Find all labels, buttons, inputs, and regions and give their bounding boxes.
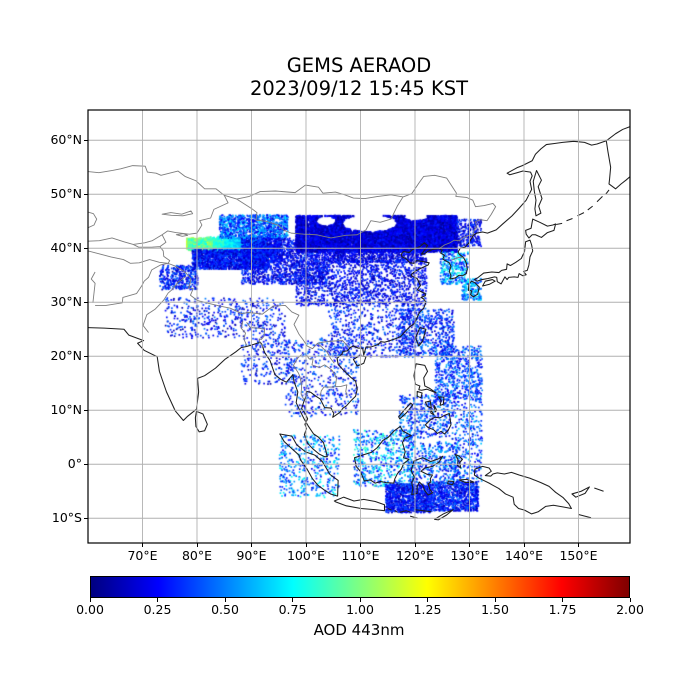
x-tick-mark <box>578 543 579 547</box>
x-tick-label: 130°E <box>450 548 489 563</box>
colorbar-tick-mark <box>292 598 293 602</box>
x-tick-label: 70°E <box>127 548 158 563</box>
colorbar-tick-label: 2.00 <box>616 602 644 617</box>
x-tick-mark <box>523 543 525 547</box>
colorbar-gradient <box>91 577 629 597</box>
x-tick-label: 150°E <box>559 548 598 563</box>
colorbar-tick-mark <box>359 598 361 602</box>
x-tick-label: 80°E <box>181 548 213 563</box>
figure-title: GEMS AERAOD 2023/09/12 15:45 KST <box>88 54 630 100</box>
colorbar-tick-label: 0.00 <box>76 602 104 617</box>
colorbar-tick-mark <box>629 598 631 602</box>
colorbar-label: AOD 443nm <box>313 621 405 639</box>
colorbar-tick-label: 1.50 <box>481 602 509 617</box>
gridlines <box>88 110 630 543</box>
y-tick-label: 20°N <box>50 348 82 364</box>
x-tick-label: 120°E <box>395 548 434 563</box>
x-tick-mark <box>469 543 470 547</box>
map-svg <box>87 109 631 544</box>
y-tick-mark <box>84 355 88 357</box>
y-tick-mark <box>84 139 88 141</box>
y-tick-mark <box>84 517 88 519</box>
y-tick-label: 10°N <box>50 402 82 418</box>
y-tick-label: 0° <box>67 456 82 472</box>
colorbar-tick-mark <box>562 598 563 602</box>
y-tick-label: 30°N <box>50 294 82 310</box>
colorbar-tick-mark <box>157 598 158 602</box>
x-tick-mark <box>305 543 307 547</box>
y-tick-label: 50°N <box>50 186 82 202</box>
colorbar-tick-mark <box>224 598 226 602</box>
y-tick-label: 10°S <box>51 510 82 526</box>
y-tick-mark <box>84 301 88 303</box>
country-borders <box>88 166 496 400</box>
x-tick-mark <box>360 543 361 547</box>
colorbar-tick-label: 0.75 <box>278 602 307 617</box>
y-tick-label: 60°N <box>50 132 82 148</box>
colorbar <box>90 576 630 598</box>
title-line-1: GEMS AERAOD <box>286 54 432 77</box>
aod-data-layer <box>88 110 630 543</box>
x-tick-label: 100°E <box>286 548 325 563</box>
colorbar-tick-mark <box>427 598 428 602</box>
x-tick-mark <box>196 543 198 547</box>
colorbar-tick-label: 1.00 <box>346 602 374 617</box>
islands-coastlines <box>195 170 609 519</box>
x-tick-label: 90°E <box>236 548 267 563</box>
colorbar-tick-label: 0.25 <box>143 602 172 617</box>
x-tick-label: 110°E <box>341 548 380 563</box>
x-tick-mark <box>414 543 416 547</box>
colorbar-tick-label: 1.75 <box>548 602 577 617</box>
title-line-2: 2023/09/12 15:45 KST <box>249 77 469 100</box>
colorbar-tick-label: 0.50 <box>211 602 239 617</box>
y-tick-mark <box>84 463 88 465</box>
colorbar-tick-label: 1.25 <box>413 602 442 617</box>
colorbar-tick-mark <box>494 598 496 602</box>
x-tick-mark <box>251 543 252 547</box>
x-tick-label: 140°E <box>504 548 543 563</box>
colorbar-tick-mark <box>89 598 91 602</box>
y-tick-mark <box>84 409 88 411</box>
map-area <box>87 109 631 544</box>
y-tick-mark <box>84 193 88 195</box>
y-tick-label: 40°N <box>50 240 82 256</box>
coastlines <box>88 127 630 520</box>
map-frame <box>87 109 631 544</box>
y-tick-mark <box>84 247 88 249</box>
x-tick-mark <box>142 543 143 547</box>
